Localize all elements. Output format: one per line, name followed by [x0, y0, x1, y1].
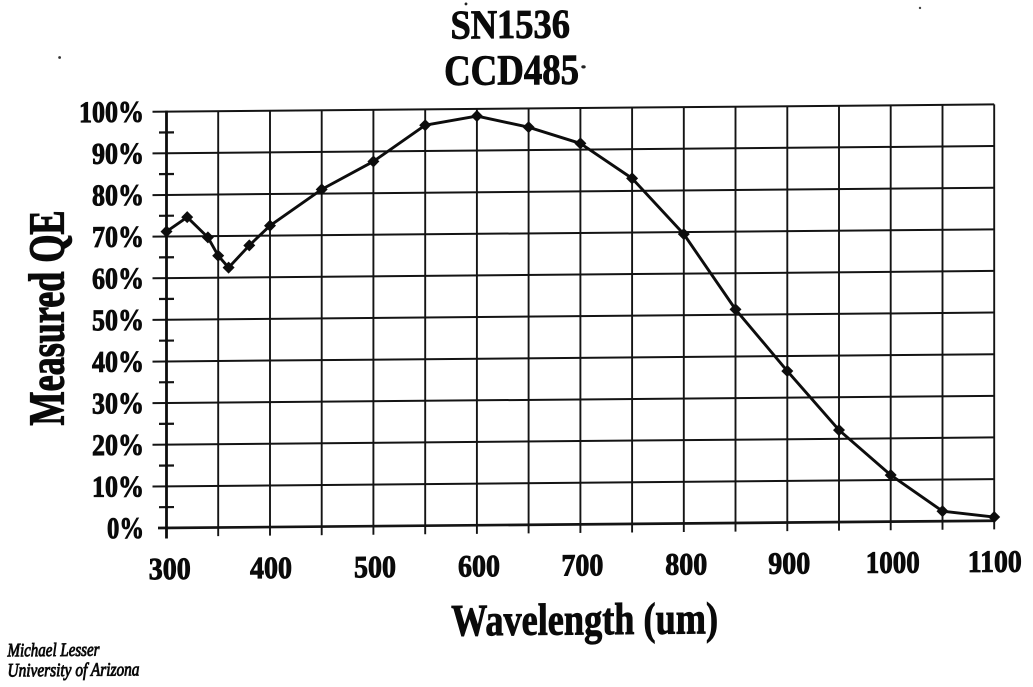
svg-text:University of Arizona: University of Arizona: [8, 659, 140, 681]
svg-text:1000: 1000: [866, 544, 920, 579]
svg-text:100%: 100%: [79, 96, 144, 130]
svg-text:20%: 20%: [92, 429, 144, 462]
svg-text:1100: 1100: [968, 544, 1022, 579]
svg-text:CCD485: CCD485: [444, 47, 579, 95]
svg-text:70%: 70%: [92, 221, 144, 254]
svg-text:0%: 0%: [107, 512, 144, 545]
svg-text:Wavelength (um): Wavelength (um): [451, 593, 718, 645]
svg-text:80%: 80%: [92, 179, 144, 212]
svg-text:900: 900: [768, 545, 810, 580]
svg-text:300: 300: [149, 551, 191, 586]
svg-text:800: 800: [665, 546, 707, 581]
svg-text:30%: 30%: [92, 387, 144, 420]
svg-text:Measured QE: Measured QE: [20, 210, 75, 425]
svg-text:600: 600: [458, 548, 500, 583]
svg-text:50%: 50%: [92, 304, 144, 337]
svg-text:500: 500: [354, 549, 396, 584]
svg-text:60%: 60%: [92, 262, 144, 295]
svg-text:SN1536: SN1536: [450, 1, 570, 48]
svg-text:10%: 10%: [92, 470, 144, 503]
svg-text:700: 700: [561, 547, 603, 582]
svg-text:40%: 40%: [92, 345, 144, 378]
svg-text:90%: 90%: [92, 137, 144, 170]
svg-text:400: 400: [250, 550, 292, 585]
svg-text:Michael Lesser: Michael Lesser: [7, 640, 100, 662]
